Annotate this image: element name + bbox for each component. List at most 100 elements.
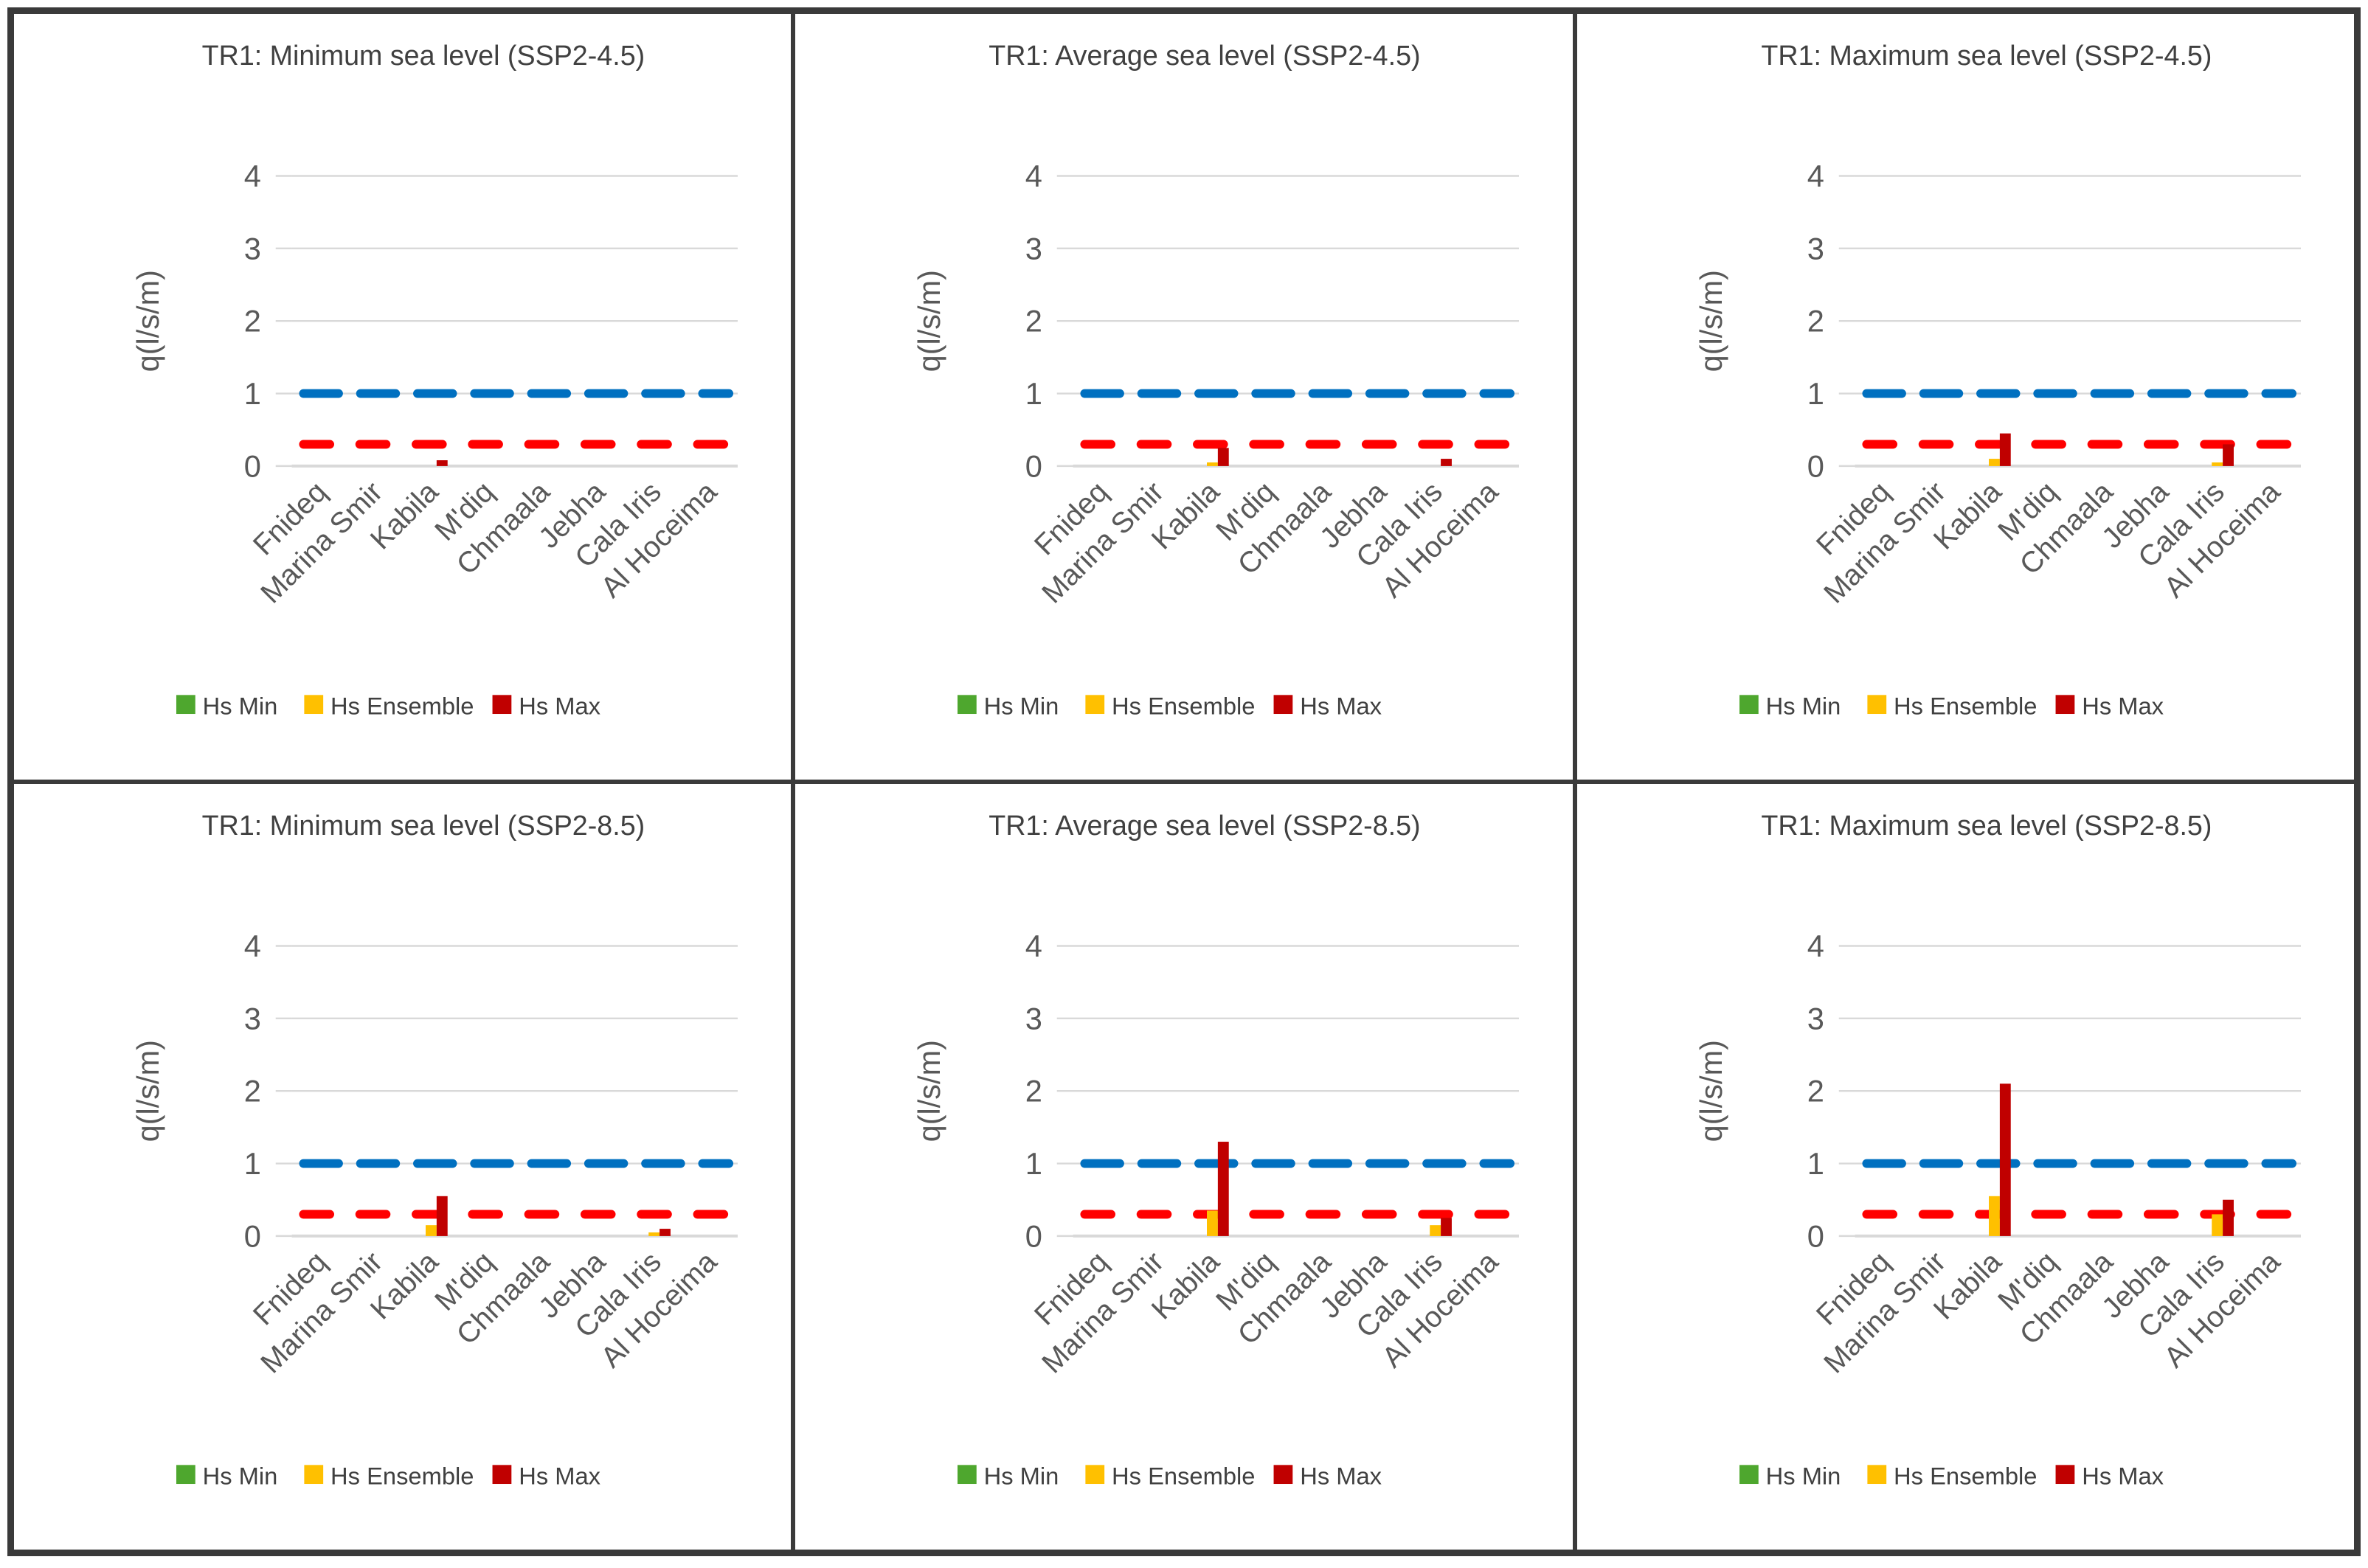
y-tick-label: 4 bbox=[1025, 159, 1042, 193]
legend-label: Hs Min bbox=[984, 1463, 1059, 1490]
y-tick-label: 3 bbox=[244, 1001, 261, 1035]
y-tick-label: 1 bbox=[1025, 376, 1042, 411]
bar-hs-max bbox=[436, 460, 448, 466]
bar-hs-max bbox=[1218, 448, 1230, 466]
bar-hs-ensemble bbox=[1430, 1225, 1441, 1236]
bar-hs-max bbox=[1218, 1142, 1230, 1236]
y-tick-label: 2 bbox=[1025, 1074, 1042, 1109]
y-axis-label: q(l/s/m) bbox=[1694, 1040, 1728, 1142]
chart-title: TR1: Minimum sea level (SSP2-8.5) bbox=[202, 810, 645, 841]
chart-panel-3: TR1: Maximum sea level (SSP2-4.5) 0 1 2 3 4 q(… bbox=[1574, 12, 2356, 782]
legend-label: Hs Max bbox=[1301, 693, 1382, 720]
y-tick-label: 3 bbox=[1807, 1001, 1824, 1035]
y-axis-label: q(l/s/m) bbox=[131, 270, 165, 372]
legend-label: Hs Max bbox=[2082, 1463, 2164, 1490]
y-tick-label: 4 bbox=[1025, 929, 1042, 963]
chart-svg: TR1: Maximum sea level (SSP2-8.5) 0 1 2 3 4 q(… bbox=[1694, 810, 2301, 1490]
legend-label: Hs Min bbox=[203, 693, 278, 720]
legend-label: Hs Min bbox=[1765, 693, 1841, 720]
legend-label: Hs Max bbox=[519, 1463, 600, 1490]
bar-hs-ensemble bbox=[1988, 459, 2000, 466]
legend-swatch-hs-min bbox=[176, 1465, 195, 1485]
legend-swatch-hs-ensemble bbox=[304, 1465, 324, 1485]
bar-hs-ensemble bbox=[1207, 1210, 1219, 1236]
legend-swatch-hs-min bbox=[1739, 1465, 1759, 1485]
legend-label: Hs Ensemble bbox=[1894, 1463, 2037, 1490]
legend-label: Hs Max bbox=[2082, 693, 2164, 720]
legend-label: Hs Min bbox=[203, 1463, 278, 1490]
legend-label: Hs Max bbox=[1301, 1463, 1382, 1490]
bar-hs-ensemble bbox=[1207, 462, 1219, 466]
y-tick-label: 0 bbox=[244, 448, 261, 483]
y-tick-label: 3 bbox=[1807, 231, 1824, 266]
y-tick-label: 0 bbox=[1025, 448, 1042, 483]
y-axis-label: q(l/s/m) bbox=[912, 1040, 946, 1142]
y-tick-label: 1 bbox=[1807, 1146, 1824, 1181]
y-tick-label: 0 bbox=[244, 1218, 261, 1253]
y-axis-label: q(l/s/m) bbox=[131, 1040, 165, 1142]
bar-hs-ensemble bbox=[648, 1232, 660, 1236]
bar-hs-max bbox=[2222, 1199, 2234, 1236]
bar-hs-max bbox=[2222, 444, 2234, 466]
legend-swatch-hs-max bbox=[492, 1465, 512, 1485]
y-tick-label: 2 bbox=[244, 304, 261, 339]
chart-title: TR1: Average sea level (SSP2-4.5) bbox=[989, 40, 1421, 71]
y-tick-label: 2 bbox=[1807, 1074, 1824, 1109]
chart-svg: TR1: Minimum sea level (SSP2-8.5) 0 1 2 3 4 q(… bbox=[131, 810, 738, 1490]
y-tick-label: 1 bbox=[244, 1146, 261, 1181]
chart-title: TR1: Maximum sea level (SSP2-4.5) bbox=[1761, 40, 2212, 71]
chart-svg: TR1: Average sea level (SSP2-8.5) 0 1 2 3 4 q(… bbox=[912, 810, 1520, 1490]
chart-svg: TR1: Maximum sea level (SSP2-4.5) 0 1 2 3 4 q(… bbox=[1694, 40, 2301, 720]
y-axis-label: q(l/s/m) bbox=[1694, 270, 1728, 372]
y-tick-label: 4 bbox=[244, 159, 261, 193]
y-tick-label: 0 bbox=[1807, 1218, 1824, 1253]
chart-title: TR1: Average sea level (SSP2-8.5) bbox=[989, 810, 1421, 841]
legend-label: Hs Min bbox=[984, 693, 1059, 720]
legend-swatch-hs-max bbox=[1273, 695, 1293, 715]
legend-swatch-hs-ensemble bbox=[304, 695, 324, 715]
chart-svg: TR1: Average sea level (SSP2-4.5) 0 1 2 3 4 q(… bbox=[912, 40, 1520, 720]
bar-hs-ensemble bbox=[2211, 462, 2223, 466]
bar-hs-max bbox=[1999, 1083, 2011, 1236]
y-tick-label: 3 bbox=[1025, 1001, 1042, 1035]
y-tick-label: 2 bbox=[1807, 304, 1824, 339]
legend-swatch-hs-max bbox=[2055, 1465, 2074, 1485]
y-tick-label: 1 bbox=[1807, 376, 1824, 411]
legend-swatch-hs-min bbox=[1739, 695, 1759, 715]
legend-label: Hs Max bbox=[519, 693, 600, 720]
legend-swatch-hs-max bbox=[2055, 695, 2074, 715]
y-tick-label: 2 bbox=[1025, 304, 1042, 339]
y-tick-label: 0 bbox=[1807, 448, 1824, 483]
legend-swatch-hs-ensemble bbox=[1867, 1465, 1886, 1485]
bar-hs-max bbox=[1441, 1218, 1453, 1236]
legend-label: Hs Ensemble bbox=[330, 693, 474, 720]
legend-label: Hs Ensemble bbox=[1894, 693, 2037, 720]
bar-hs-ensemble bbox=[1988, 1196, 2000, 1236]
legend-swatch-hs-max bbox=[1273, 1465, 1293, 1485]
chart-panel-5: TR1: Average sea level (SSP2-8.5) 0 1 2 3 4 q(… bbox=[793, 782, 1575, 1552]
bar-hs-ensemble bbox=[426, 1225, 437, 1236]
figure-grid: TR1: Minimum sea level (SSP2-4.5) 0 1 2 3 4 q(… bbox=[7, 7, 2361, 1556]
y-axis-label: q(l/s/m) bbox=[912, 270, 946, 372]
bar-hs-max bbox=[436, 1196, 448, 1236]
y-tick-label: 0 bbox=[1025, 1218, 1042, 1253]
bar-hs-max bbox=[659, 1229, 671, 1236]
chart-panel-1: TR1: Minimum sea level (SSP2-4.5) 0 1 2 3 4 q(… bbox=[12, 12, 794, 782]
legend-label: Hs Min bbox=[1765, 1463, 1841, 1490]
bar-hs-max bbox=[1999, 433, 2011, 466]
chart-title: TR1: Maximum sea level (SSP2-8.5) bbox=[1761, 810, 2212, 841]
legend-label: Hs Ensemble bbox=[1112, 1463, 1255, 1490]
chart-title: TR1: Minimum sea level (SSP2-4.5) bbox=[202, 40, 645, 71]
chart-panel-2: TR1: Average sea level (SSP2-4.5) 0 1 2 3 4 q(… bbox=[793, 12, 1575, 782]
y-tick-label: 3 bbox=[244, 231, 261, 266]
legend-swatch-hs-max bbox=[492, 695, 512, 715]
legend-swatch-hs-ensemble bbox=[1085, 1465, 1105, 1485]
chart-panel-6: TR1: Maximum sea level (SSP2-8.5) 0 1 2 3 4 q(… bbox=[1574, 782, 2356, 1552]
y-tick-label: 4 bbox=[1807, 929, 1824, 963]
chart-svg: TR1: Minimum sea level (SSP2-4.5) 0 1 2 3 4 q(… bbox=[131, 40, 738, 720]
y-tick-label: 2 bbox=[244, 1074, 261, 1109]
legend-label: Hs Ensemble bbox=[330, 1463, 474, 1490]
legend-swatch-hs-ensemble bbox=[1867, 695, 1886, 715]
legend-swatch-hs-min bbox=[958, 1465, 977, 1485]
legend-swatch-hs-min bbox=[958, 695, 977, 715]
